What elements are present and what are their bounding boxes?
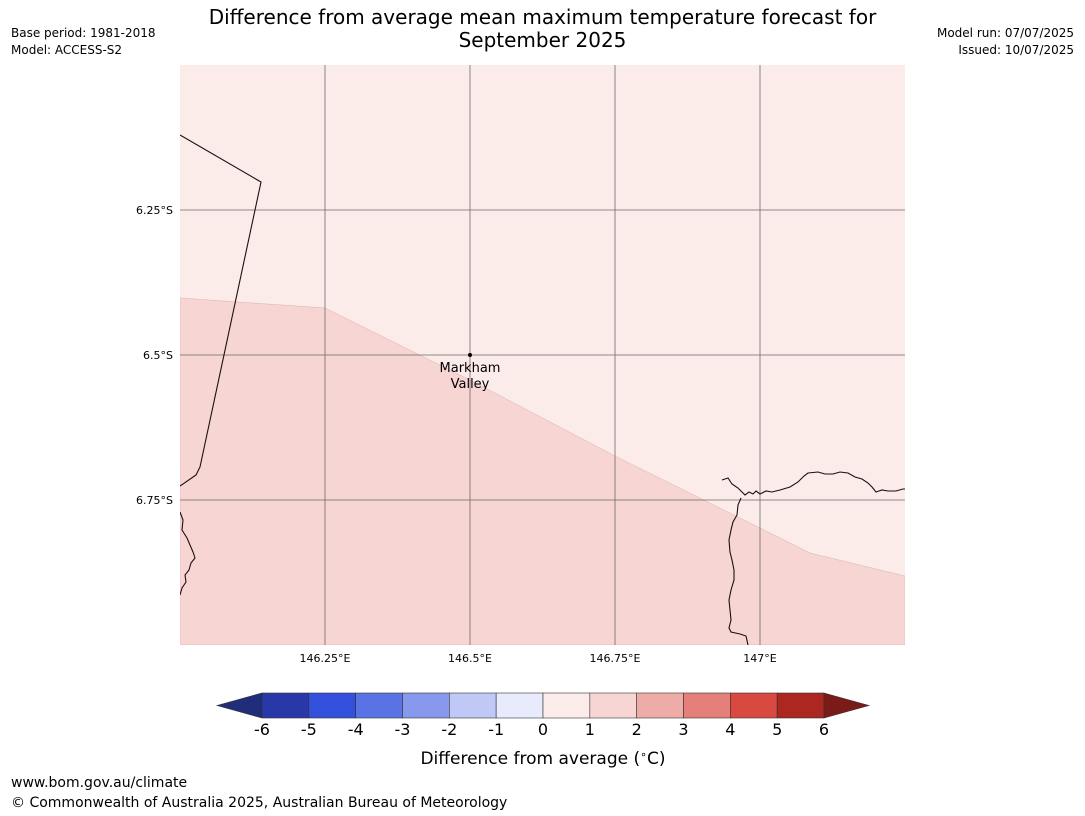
colorbar-swatch [495,692,544,719]
colorbar-swatch [542,692,591,719]
colorbar-tick-label: -5 [301,720,317,739]
model-name: Model: ACCESS-S2 [11,43,123,57]
map-area: Markham Valley [180,65,905,645]
model-run: Model run: 07/07/2025 [936,26,1074,40]
lat-label-6-5: 6.5°S [143,349,173,362]
anomaly-region-1-to-2 [180,297,905,645]
colorbar-title-text: Difference from average ( [420,749,640,769]
colorbar-overflow-arrow [823,692,871,719]
lon-axis-labels: 146.25°E 146.5°E 146.75°E 147°E [300,652,777,665]
colorbar-swatch [730,692,778,719]
footer-url[interactable]: www.bom.gov.au/climate [11,775,188,791]
colorbar-swatch [308,692,356,719]
colorbar-tick-label: -1 [488,720,504,739]
colorbar-tick-labels: -6 -5 -4 -3 -2 -1 0 1 2 3 4 5 6 [254,720,829,739]
place-label-line-1: Markham [440,361,501,376]
colorbar-swatch [402,692,450,719]
lon-label-146-25: 146.25°E [300,652,351,665]
title-line-1: Difference from average mean maximum tem… [208,5,877,29]
meta-left: Base period: 1981-2018 Model: ACCESS-S2 [11,25,156,59]
colorbar-tick-label: 3 [678,720,688,739]
boundaries [180,134,905,645]
colorbar: -6 -5 -4 -3 -2 -1 0 1 2 3 4 5 6 [215,692,871,739]
lon-label-146-5: 146.5°E [448,652,492,665]
chart-title: Difference from average mean maximum tem… [180,6,905,52]
degree-symbol: ∘ [640,748,647,761]
footer-copyright: © Commonwealth of Australia 2025, Austra… [11,795,508,811]
river-line [728,497,749,645]
coastline-west [180,511,196,596]
colorbar-title: Difference from average (∘C) [420,748,665,769]
lon-label-147: 147°E [743,652,776,665]
meta-right: Model run: 07/07/2025 Issued: 10/07/2025 [937,25,1074,59]
issued-date: Issued: 10/07/2025 [958,43,1074,57]
colorbar-tick-label: -2 [441,720,457,739]
title-line-2: September 2025 [458,28,627,52]
boundary-line-west [180,134,262,487]
place-label-line-2: Valley [451,377,490,392]
coastline-north-east [721,471,905,496]
colorbar-swatch [589,692,637,719]
colorbar-tick-label: -6 [254,720,270,739]
colorbar-swatch [776,692,825,719]
colorbar-swatches [261,692,825,719]
colorbar-swatch [355,692,403,719]
lat-axis-labels: 6.25°S 6.5°S 6.75°S [136,204,173,507]
colorbar-tick-label: 4 [725,720,735,739]
colorbar-underflow-arrow [215,692,263,719]
lon-label-146-75: 146.75°E [590,652,641,665]
colorbar-tick-label: 5 [772,720,782,739]
colorbar-swatch [261,692,310,719]
lat-label-6-25: 6.25°S [136,204,173,217]
place-marker-markham-valley [468,353,472,357]
colorbar-title-unit: C) [647,749,666,769]
colorbar-tick-label: -3 [395,720,411,739]
colorbar-tick-label: -4 [348,720,364,739]
colorbar-tick-label: 6 [819,720,829,739]
lat-label-6-75: 6.75°S [136,494,173,507]
colorbar-swatch [683,692,731,719]
colorbar-swatch [636,692,684,719]
colorbar-swatch [449,692,497,719]
colorbar-tick-label: 0 [538,720,548,739]
base-period: Base period: 1981-2018 [11,26,156,40]
colorbar-tick-label: 1 [585,720,595,739]
colorbar-tick-label: 2 [632,720,642,739]
